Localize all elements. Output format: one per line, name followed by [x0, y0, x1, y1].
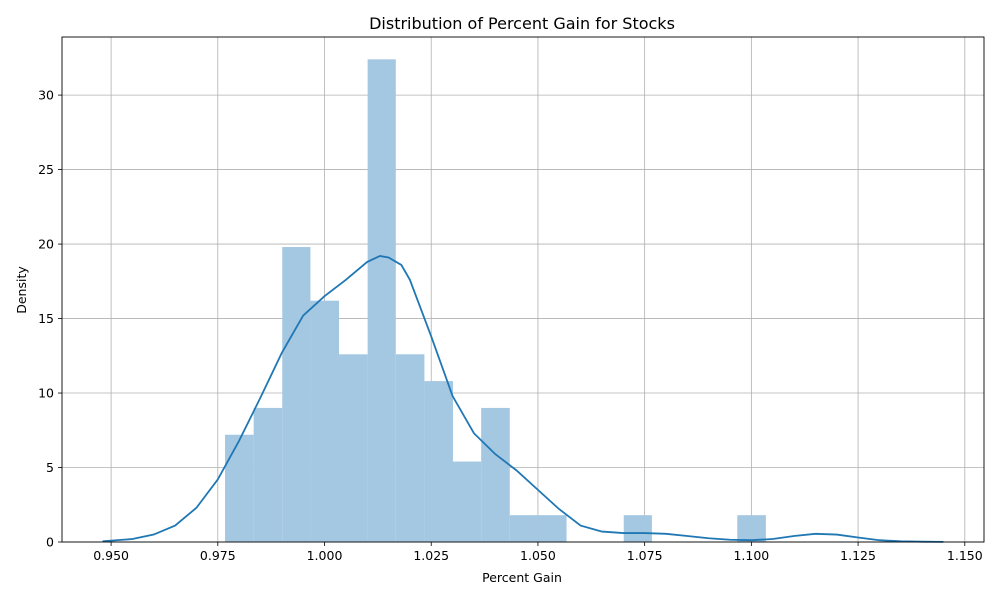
plot-frame: [61, 36, 985, 543]
histogram-bar: [452, 461, 482, 542]
chart-title: Distribution of Percent Gain for Stocks: [369, 14, 675, 33]
histogram-bar: [282, 247, 311, 542]
histogram-bar: [424, 381, 453, 542]
y-tick-label: 15: [38, 311, 54, 326]
y-tick-label: 0: [46, 535, 54, 550]
histogram-bar: [367, 59, 396, 543]
histogram-bar: [623, 515, 652, 542]
x-tick-label: 1.100: [733, 548, 769, 563]
kde-density-line: [102, 255, 944, 543]
x-tick-label: 0.950: [93, 548, 129, 563]
histogram-bar: [339, 354, 368, 542]
x-axis-ticks: 0.950 0.975 1.000 1.025 1.050 1.075 1.100 1.125…: [93, 542, 983, 563]
x-tick-label: 1.000: [307, 548, 343, 563]
y-axis-label: Density: [14, 266, 29, 314]
x-tick-label: 1.125: [840, 548, 876, 563]
histogram-bar: [509, 515, 539, 542]
histogram-bar: [310, 300, 340, 542]
y-tick-label: 10: [38, 386, 54, 401]
grid-lines: [62, 37, 984, 543]
histogram-bar: [481, 407, 510, 542]
x-tick-label: 1.025: [413, 548, 449, 563]
histogram-bars: [225, 59, 766, 543]
histogram-bar: [253, 407, 283, 542]
histogram-bar: [225, 434, 254, 542]
y-tick-label: 30: [38, 88, 54, 103]
x-axis-label: Percent Gain: [482, 570, 562, 585]
histogram-bar: [395, 354, 425, 542]
y-tick-label: 20: [38, 237, 54, 252]
y-tick-label: 5: [46, 460, 54, 475]
y-tick-label: 25: [38, 162, 54, 177]
x-tick-label: 1.050: [520, 548, 556, 563]
x-tick-label: 0.975: [200, 548, 236, 563]
histogram-bar: [538, 515, 567, 542]
x-tick-label: 1.075: [627, 548, 663, 563]
histogram-bar: [737, 515, 766, 542]
y-axis-ticks: 0 5 10 15 20 25 30: [38, 88, 62, 550]
x-tick-label: 1.150: [947, 548, 983, 563]
